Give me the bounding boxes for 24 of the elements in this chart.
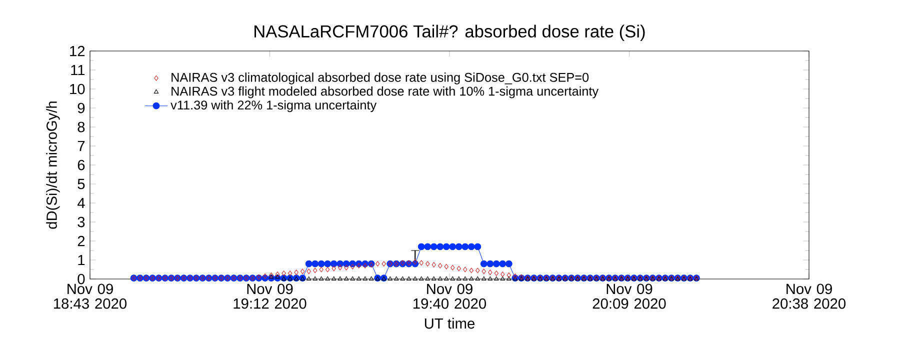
legend-label: NAIRAS v3 flight modeled absorbed dose rate with 10% 1-sigma uncertainty [172,86,599,98]
y-tick-label: 2 [78,236,85,246]
y-tick-label: 3 [78,216,85,228]
y-tick-label: 12 [70,46,85,56]
legend-label: NAIRAS v3 climatological absorbed dose rate using SiDose_G0.txt SEP=0 [172,72,589,84]
x-tick-label: Nov 09 18:43 2020 [54,284,127,309]
y-tick-label: 8 [78,122,85,132]
y-tick-label: 9 [78,102,85,114]
x-tick-label: Nov 09 19:40 2020 [414,284,486,309]
x-tick-label: Nov 09 20:38 2020 [772,284,846,309]
y-axis-title: dD(Si)/dt microGy/h [46,102,60,229]
chart-title: NASALaRCFM7006 Tail#? absorbed dose rate (Si) [254,24,645,41]
y-tick-label: 0 [78,274,85,284]
x-tick-label: Nov 09 20:09 2020 [592,284,666,309]
y-tick-label: 1 [78,254,85,266]
y-tick-label: 6 [78,160,85,170]
y-tick-label: 7 [78,140,85,152]
y-tick-label: 5 [78,178,85,190]
x-axis-title: UT time [424,318,475,329]
y-tick-label: 10 [70,84,85,94]
y-tick-label: 4 [77,198,85,208]
y-tick-label: 11 [71,64,85,76]
x-tick-label: Nov 09 19:12 2020 [234,284,306,309]
legend-label: v11.39 with 22% 1-sigma uncertainty [170,100,377,112]
